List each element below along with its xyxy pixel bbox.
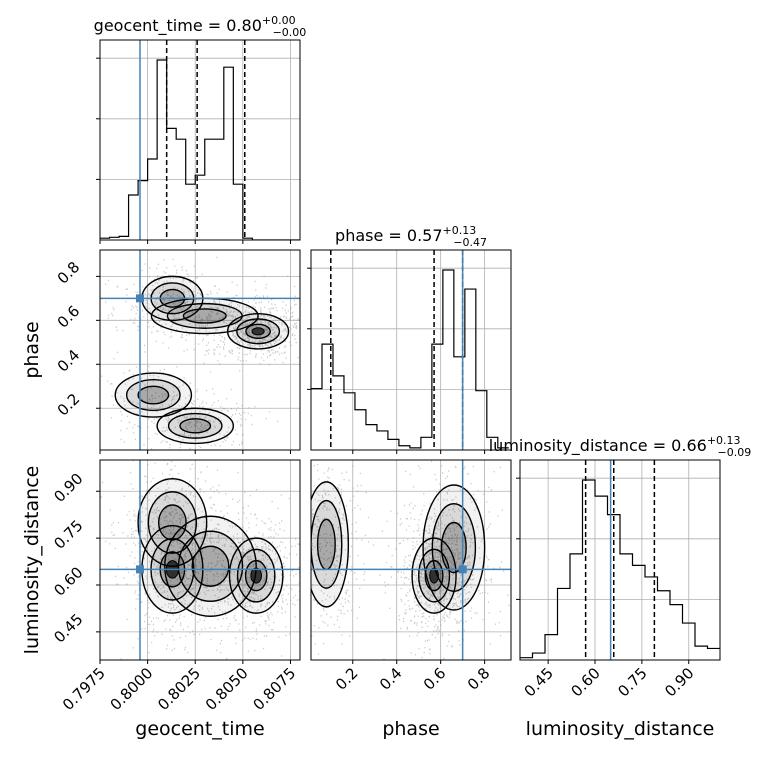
density-contour [440,521,467,574]
panel-frame [99,39,301,241]
panel-frame [310,249,512,451]
panel-frame [310,459,512,661]
histogram-phase [311,269,509,449]
y-tick-label: 0.60 [50,563,86,599]
truth-marker [136,565,144,574]
panel-luminosity_distance-vs-geocent_time: 0.45 0.60 0.75 0.90 [50,459,301,664]
x-axis-label-luminosity_distance: luminosity_distance [526,718,715,740]
panel-frame [99,459,301,661]
density-contour [177,530,244,602]
title-phase: phase = 0.57+0.13 −0.47 [335,224,487,249]
y-tick-label: 0.90 [50,470,86,506]
hist-panel-luminosity_distance: luminosity_distance = 0.66+0.13 −0.09 [489,434,752,664]
y-axis-label-luminosity_distance: luminosity_distance [21,466,43,655]
histogram-geocent_time [100,59,300,240]
y-tick-label: 0.8 [54,258,84,288]
panel-luminosity_distance-vs-phase [310,459,512,664]
sample-points [100,256,300,450]
x-tick-label: 0.60 [567,664,603,700]
hist-panel-phase: phase = 0.57+0.13 −0.47 [307,224,512,454]
x-axis-label-geocent_time: geocent_time [135,718,264,740]
y-tick-label: 0.45 [50,610,86,646]
panel-frame [519,459,721,661]
x-tick-label: 0.4 [376,664,406,694]
density-contour [316,518,336,571]
x-tick-label: 0.2 [332,664,362,694]
x-tick-label: 0.8050 [202,664,252,714]
density-contour [311,481,350,608]
y-tick-label: 0.6 [54,302,84,332]
x-tick-label: 0.75 [614,664,650,700]
x-tick-label: 0.8000 [107,664,157,714]
density-contour [182,308,227,324]
panel-phase-vs-geocent_time: 0.2 0.4 0.6 0.8 [54,249,301,454]
title-luminosity_distance: luminosity_distance = 0.66+0.13 −0.09 [489,434,752,459]
truth-marker [458,565,467,574]
title-geocent_time: geocent_time = 0.80+0.00 −0.00 [94,14,307,39]
density-contour [167,412,223,439]
x-tick-label: 0.6 [420,664,450,694]
density-contour [311,499,343,589]
y-tick-label: 0.2 [54,390,84,420]
truth-marker [136,294,144,303]
y-tick-label: 0.75 [50,516,86,552]
x-tick-label: 0.90 [661,664,697,700]
x-tick-label: 0.8075 [249,664,299,714]
hist-panel-geocent_time: geocent_time = 0.80+0.00 −0.00 [94,14,307,244]
x-tick-label: 0.8025 [154,664,204,714]
density-peak [251,327,265,336]
y-tick-label: 0.4 [54,346,84,376]
histogram-luminosity_distance [520,479,720,659]
density-contour [179,418,212,434]
x-tick-label: 0.7975 [59,664,109,714]
density-contour [191,545,230,587]
x-axis-label-phase: phase [382,718,439,740]
density-contour [157,504,187,541]
density-contour [137,385,170,405]
x-tick-label: 0.45 [521,664,557,700]
density-contour [147,491,198,554]
x-tick-label: 0.8 [464,664,494,694]
panel-frame [99,249,301,451]
y-axis-label-phase: phase [21,321,43,378]
density-contour [166,302,243,329]
sample-points [100,460,300,660]
